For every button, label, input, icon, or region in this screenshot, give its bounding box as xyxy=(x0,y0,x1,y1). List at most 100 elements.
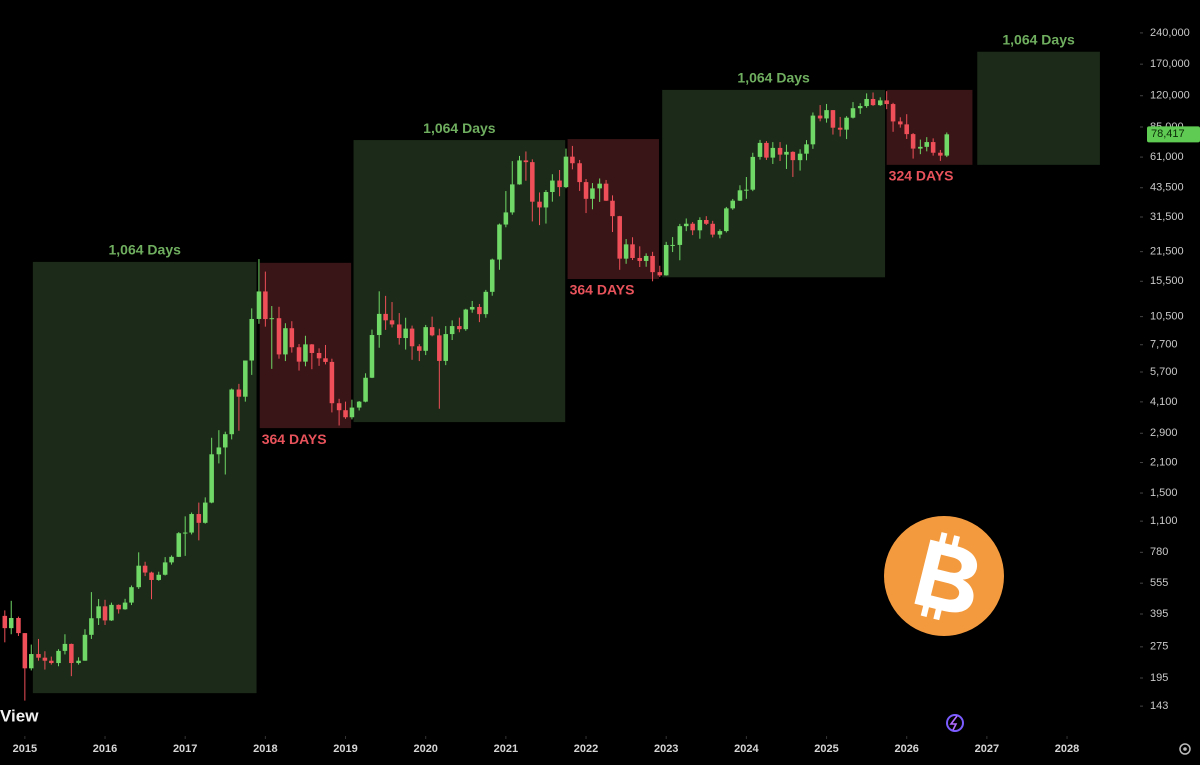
candle-body xyxy=(316,352,322,359)
candle-body xyxy=(376,313,382,336)
candle-body xyxy=(770,147,776,158)
candle-body xyxy=(663,244,669,276)
bitcoin-logo xyxy=(884,516,1004,636)
y-tick-label: 1,100 xyxy=(1150,515,1178,527)
candle-body xyxy=(49,660,54,664)
candle-body xyxy=(870,98,876,106)
candle-body xyxy=(730,200,736,209)
candle-body xyxy=(550,180,555,193)
candle-body xyxy=(597,183,602,189)
replay-icon[interactable] xyxy=(946,714,964,732)
candle-body xyxy=(409,328,415,347)
candle-body xyxy=(764,142,769,158)
candle-body xyxy=(824,110,829,119)
candle-body xyxy=(637,257,643,261)
candle-body xyxy=(704,219,709,224)
candle-body xyxy=(737,190,743,201)
candle-body xyxy=(918,146,923,149)
candle-body xyxy=(36,654,41,658)
candle-body xyxy=(830,110,836,128)
range-box xyxy=(353,140,566,423)
candle-body xyxy=(8,617,14,629)
candle-body xyxy=(289,328,295,348)
candle-body xyxy=(744,189,749,191)
candle-body xyxy=(938,152,943,156)
x-tick-label: 2020 xyxy=(413,743,437,755)
x-tick-label: 2024 xyxy=(734,743,759,755)
candle-body xyxy=(944,134,950,156)
candle-body xyxy=(510,184,515,213)
candle-body xyxy=(877,100,883,106)
candle-body xyxy=(423,327,428,351)
candle-body xyxy=(677,226,683,245)
candle-body xyxy=(890,104,896,122)
candle-body xyxy=(189,514,194,533)
y-tick-label: 780 xyxy=(1150,546,1168,558)
range-box xyxy=(886,89,973,165)
y-tick-label: 5,700 xyxy=(1150,366,1178,378)
range-box xyxy=(662,89,886,278)
candle-body xyxy=(643,255,649,261)
candle-body xyxy=(129,587,134,603)
candle-body xyxy=(109,604,114,621)
y-tick-label: 31,500 xyxy=(1150,211,1184,223)
candle-body xyxy=(243,360,248,397)
x-tick-label: 2021 xyxy=(494,743,518,755)
y-tick-label: 1,500 xyxy=(1150,487,1178,499)
y-tick-label: 195 xyxy=(1150,672,1168,684)
candle-body xyxy=(356,401,362,408)
axes: 240,000170,000120,00085,00061,00043,5003… xyxy=(13,27,1200,755)
candle-body xyxy=(336,403,342,411)
x-tick-label: 2028 xyxy=(1055,743,1079,755)
x-tick-label: 2015 xyxy=(13,743,37,755)
candle-body xyxy=(850,108,856,118)
candle-body xyxy=(857,106,863,109)
settings-icon[interactable] xyxy=(1179,743,1191,755)
candle-body xyxy=(457,326,462,330)
candle-body xyxy=(530,162,535,202)
candle-body xyxy=(790,151,796,161)
y-tick-label: 21,500 xyxy=(1150,246,1184,258)
y-tick-label: 43,500 xyxy=(1150,182,1184,194)
candle-body xyxy=(82,634,88,661)
candle-body xyxy=(884,100,889,105)
candle-body xyxy=(657,272,663,276)
candle-body xyxy=(690,223,695,231)
candle-body xyxy=(489,259,495,292)
candle-body xyxy=(162,562,168,575)
x-tick-label: 2017 xyxy=(173,743,197,755)
x-tick-label: 2016 xyxy=(93,743,117,755)
y-tick-label: 120,000 xyxy=(1150,90,1190,102)
candle-body xyxy=(924,142,930,147)
candle-body xyxy=(142,565,148,573)
candle-body xyxy=(477,306,482,315)
candle-body xyxy=(710,223,715,235)
candle-body xyxy=(249,318,255,361)
candle-body xyxy=(750,156,756,190)
candle-body xyxy=(543,192,549,208)
candle-body xyxy=(89,618,94,635)
y-tick-label: 7,700 xyxy=(1150,339,1178,351)
candle-body xyxy=(69,643,74,664)
y-tick-label: 2,100 xyxy=(1150,456,1178,468)
candle-body xyxy=(930,142,936,153)
range-label: 324 DAYS xyxy=(889,168,954,184)
candle-body xyxy=(2,615,8,629)
candle-body xyxy=(810,115,816,145)
candle-body xyxy=(483,291,489,315)
candles xyxy=(2,91,950,701)
candle-body xyxy=(209,454,214,503)
x-tick-label: 2026 xyxy=(894,743,918,755)
candle-body xyxy=(383,313,388,321)
candle-body xyxy=(503,212,509,225)
range-label: 1,064 Days xyxy=(737,70,810,86)
candle-body xyxy=(263,291,268,320)
candle-body xyxy=(417,346,422,351)
candle-body xyxy=(577,163,582,183)
candle-body xyxy=(437,335,442,361)
candle-body xyxy=(757,142,763,157)
candle-body xyxy=(583,182,589,199)
candle-body xyxy=(309,344,315,353)
range-box xyxy=(32,261,257,694)
candle-body xyxy=(156,574,162,580)
